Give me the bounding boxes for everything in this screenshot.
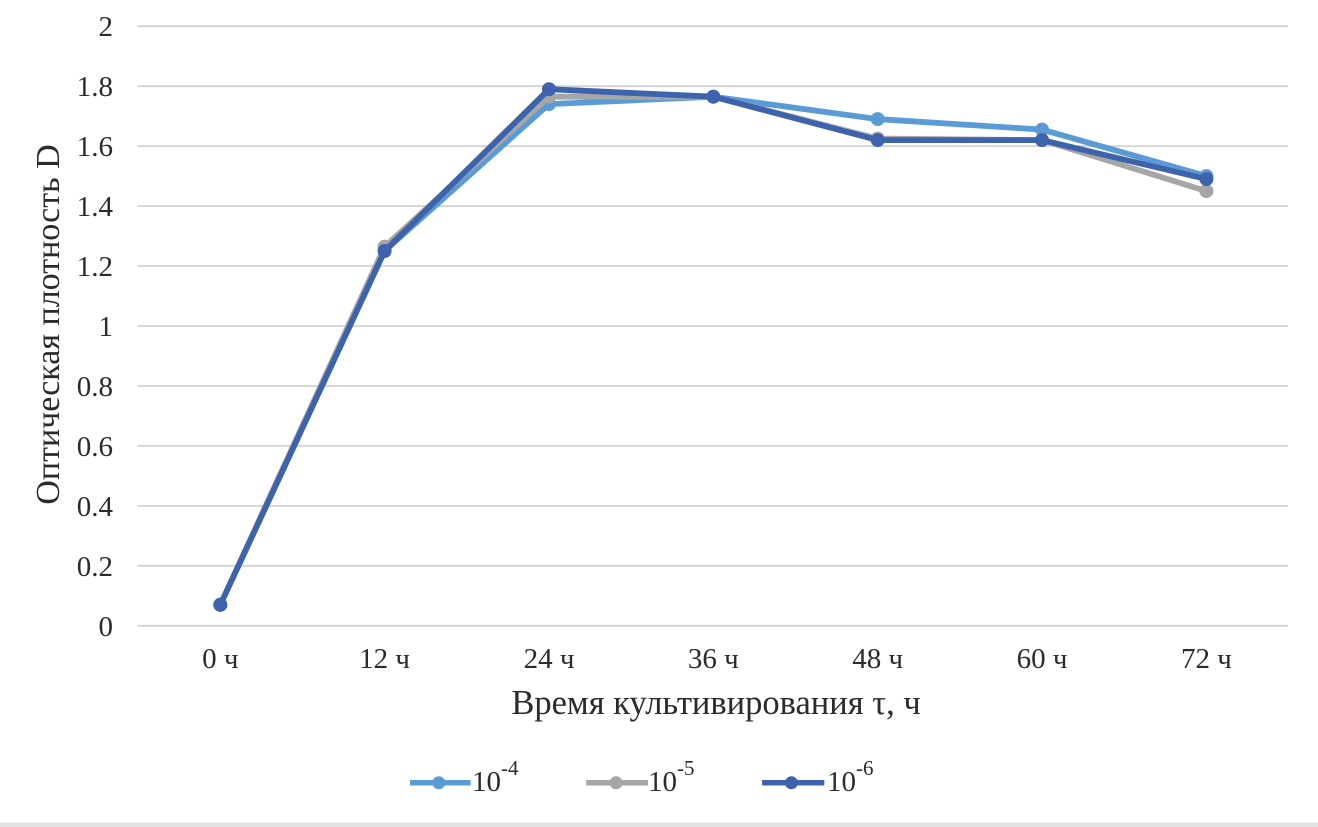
- svg-text:36 ч: 36 ч: [688, 643, 739, 675]
- svg-text:2: 2: [99, 11, 114, 43]
- svg-text:Оптическая плотность D: Оптическая плотность D: [30, 144, 67, 504]
- svg-text:0.4: 0.4: [77, 491, 114, 523]
- svg-text:1.2: 1.2: [77, 251, 113, 283]
- svg-text:0.2: 0.2: [77, 551, 113, 583]
- svg-text:1.6: 1.6: [77, 131, 113, 163]
- svg-text:72 ч: 72 ч: [1181, 643, 1232, 675]
- svg-text:1.4: 1.4: [77, 191, 114, 223]
- svg-text:48 ч: 48 ч: [852, 643, 903, 675]
- svg-text:12 ч: 12 ч: [359, 643, 410, 675]
- svg-text:0: 0: [99, 611, 114, 643]
- svg-text:24 ч: 24 ч: [524, 643, 575, 675]
- svg-text:Время культивирования τ, ч: Время культивирования τ, ч: [511, 684, 920, 722]
- svg-text:1: 1: [99, 311, 114, 343]
- svg-text:60 ч: 60 ч: [1017, 643, 1068, 675]
- svg-text:1.8: 1.8: [77, 71, 113, 103]
- svg-text:0.6: 0.6: [77, 431, 113, 463]
- svg-text:0 ч: 0 ч: [202, 643, 238, 675]
- svg-text:0.8: 0.8: [77, 371, 113, 403]
